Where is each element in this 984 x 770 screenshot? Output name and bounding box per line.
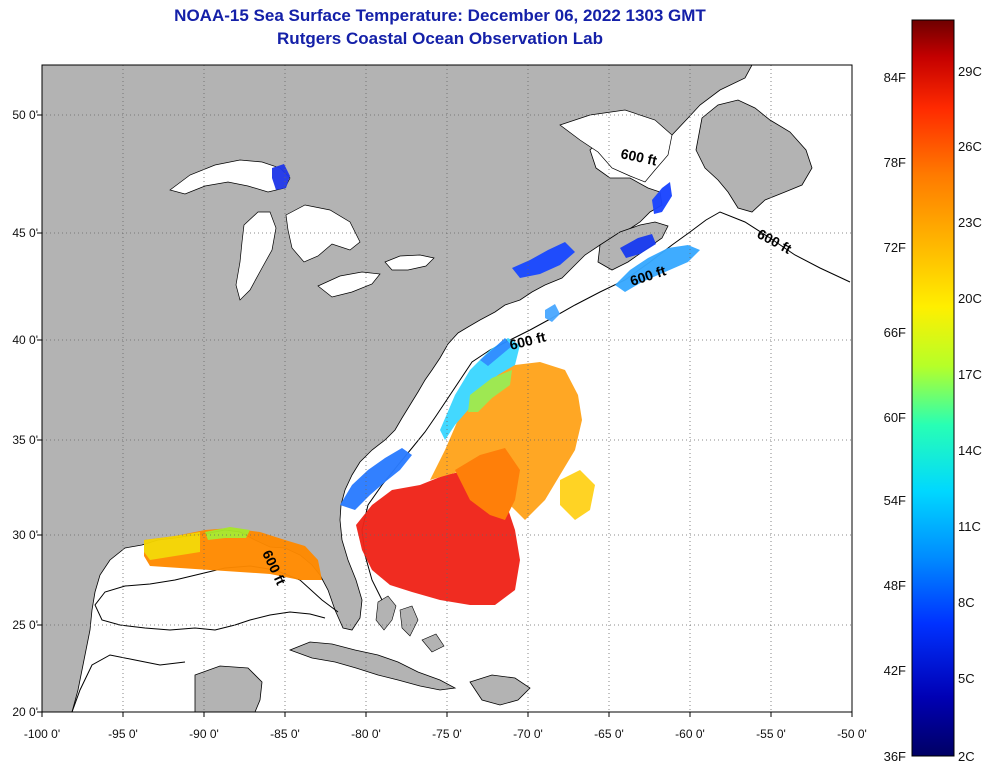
lake-michigan [235, 211, 277, 301]
colorbar-c-label: 11C [958, 519, 981, 534]
land-yucatan [194, 665, 263, 712]
x-tick-label: -60 0' [675, 727, 705, 741]
colorbar-c-label: 20C [958, 291, 982, 306]
x-tick-label: -95 0' [108, 727, 138, 741]
y-tick-label: 35 0' [12, 433, 38, 447]
sst-yellow-offshore [560, 470, 595, 520]
y-tick-label: 30 0' [12, 528, 38, 542]
colorbar-f-label: 42F [884, 663, 906, 678]
x-tick-label: -55 0' [756, 727, 786, 741]
colorbar-c-label: 8C [958, 595, 975, 610]
sst-georges-bank [545, 304, 560, 322]
gulf-of-st-lawrence [559, 109, 673, 183]
colorbar-celsius-labels: 29C 26C 23C 20C 17C 14C 11C 8C 5C 2C [958, 64, 982, 764]
x-tick-label: -50 0' [837, 727, 867, 741]
colorbar-f-label: 78F [884, 155, 906, 170]
colorbar-c-label: 23C [958, 215, 982, 230]
y-tick-label: 20 0' [12, 705, 38, 719]
sst-gulf-green [205, 527, 250, 540]
x-tick-label: -80 0' [351, 727, 381, 741]
x-tick-label: -100 0' [24, 727, 60, 741]
sst-gulf-st-lawrence-blue [652, 182, 672, 214]
x-axis: -100 0' -95 0' -90 0' -85 0' -80 0' -75 0' -70… [24, 712, 867, 741]
land-cuba [288, 641, 457, 691]
colorbar-f-label: 72F [884, 240, 906, 255]
isobath-label-gulf-of-st-lawrence: 600 ft [619, 145, 658, 168]
y-tick-label: 40 0' [12, 333, 38, 347]
colorbar-fahrenheit-labels: 84F 78F 72F 66F 60F 54F 48F 42F 36F [884, 70, 906, 764]
colorbar-f-label: 54F [884, 493, 906, 508]
isobath-atlantic [361, 211, 851, 601]
x-tick-label: -70 0' [513, 727, 543, 741]
y-axis: 50 0' 45 0' 40 0' 35 0' 30 0' 25 0' 20 0' [12, 108, 42, 719]
lake-erie [317, 271, 381, 298]
isobath-gulf-west [71, 654, 186, 712]
colorbar-f-label: 48F [884, 578, 906, 593]
x-tick-label: -90 0' [189, 727, 219, 741]
sst-carolina-blue [340, 448, 412, 510]
colorbar-f-label: 66F [884, 325, 906, 340]
colorbar [911, 19, 955, 757]
land-bahamas [375, 595, 445, 653]
sst-shelf-green [468, 370, 512, 412]
x-tick-label: -65 0' [594, 727, 624, 741]
sst-overlay [144, 164, 700, 605]
colorbar-f-label: 84F [884, 70, 906, 85]
sst-lake-superior-blue [272, 164, 290, 190]
map-grid [42, 65, 852, 712]
colorbar-f-label: 60F [884, 410, 906, 425]
colorbar-c-label: 17C [958, 367, 982, 382]
colorbar-c-label: 5C [958, 671, 975, 686]
y-tick-label: 50 0' [12, 108, 38, 122]
map-subtitle: Rutgers Coastal Ocean Observation Lab [277, 29, 603, 48]
lake-ontario [384, 254, 435, 271]
land-hispaniola [469, 674, 531, 706]
sst-gulf-yellow [144, 532, 200, 560]
colorbar-f-label: 36F [884, 749, 906, 764]
sst-nyb-blue [480, 338, 512, 366]
colorbar-c-label: 2C [958, 749, 975, 764]
y-tick-label: 45 0' [12, 226, 38, 240]
colorbar-c-label: 14C [958, 443, 982, 458]
sst-nova-scotia-blue [620, 234, 656, 258]
map-title: NOAA-15 Sea Surface Temperature: Decembe… [174, 6, 706, 25]
colorbar-c-label: 29C [958, 64, 982, 79]
x-tick-label: -85 0' [270, 727, 300, 741]
sst-offshore-orange [455, 448, 520, 520]
sst-scotian-shelf [615, 245, 700, 292]
x-tick-label: -75 0' [432, 727, 462, 741]
lake-huron [285, 204, 361, 263]
colorbar-c-label: 26C [958, 139, 982, 154]
y-tick-label: 25 0' [12, 618, 38, 632]
land-newfoundland [695, 99, 813, 213]
